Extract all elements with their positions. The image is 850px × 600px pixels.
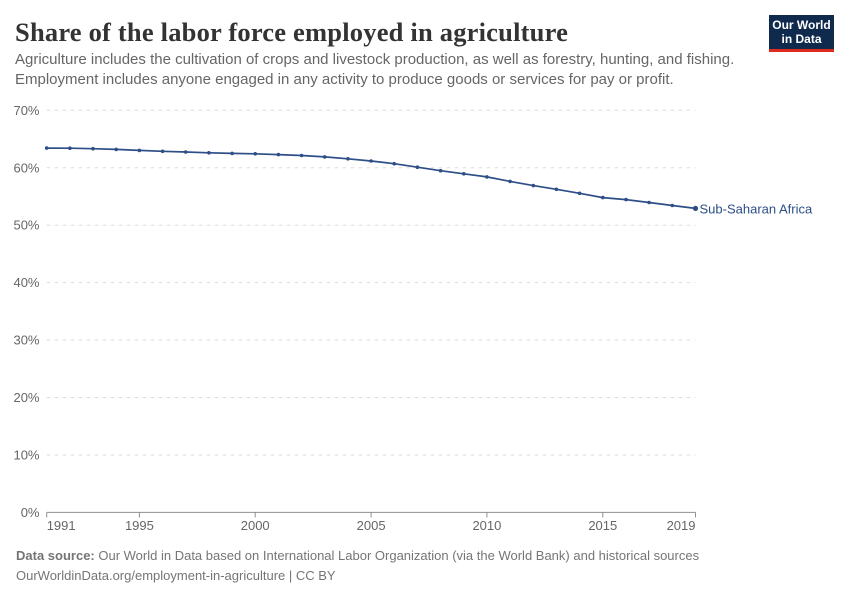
svg-text:2019: 2019 (667, 518, 696, 533)
svg-text:2010: 2010 (472, 518, 501, 533)
svg-text:40%: 40% (13, 275, 39, 290)
svg-text:0%: 0% (21, 505, 40, 520)
svg-text:60%: 60% (13, 160, 39, 175)
svg-text:10%: 10% (13, 448, 39, 463)
svg-text:70%: 70% (13, 103, 39, 118)
svg-text:2015: 2015 (588, 518, 617, 533)
svg-text:1995: 1995 (125, 518, 154, 533)
svg-text:1991: 1991 (47, 518, 76, 533)
svg-text:20%: 20% (13, 390, 39, 405)
svg-text:2000: 2000 (241, 518, 270, 533)
svg-text:Sub-Saharan Africa: Sub-Saharan Africa (700, 201, 814, 216)
svg-text:50%: 50% (13, 218, 39, 233)
svg-text:30%: 30% (13, 333, 39, 348)
svg-text:2005: 2005 (357, 518, 386, 533)
